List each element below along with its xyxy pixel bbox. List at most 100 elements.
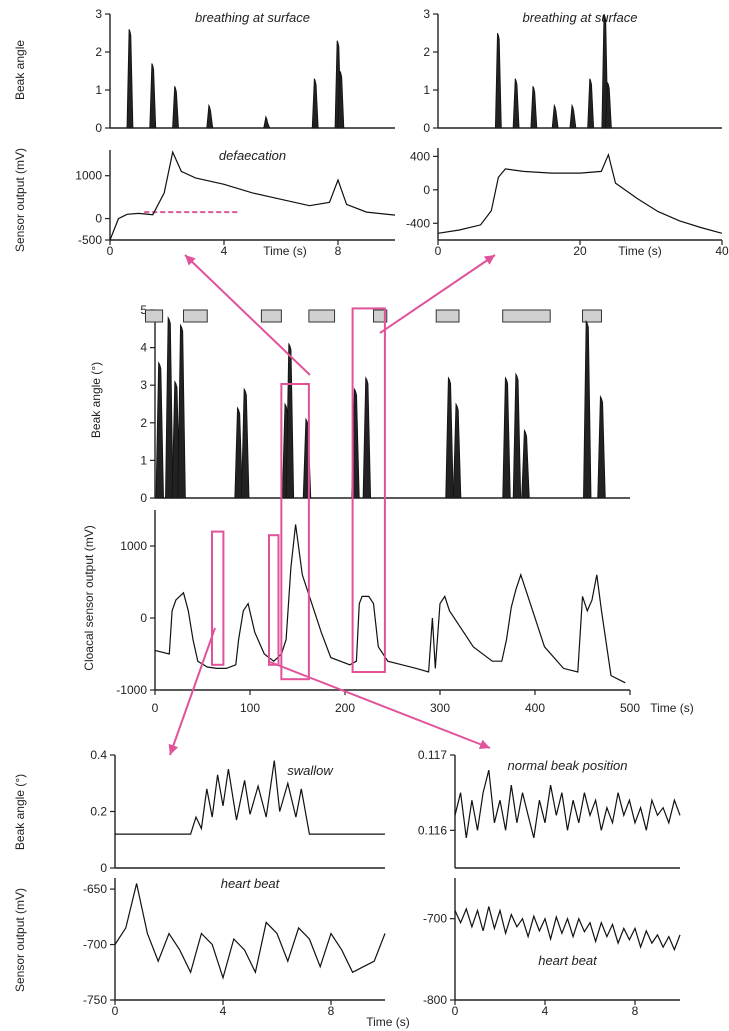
peak-mark <box>126 29 134 129</box>
y-tick-label: 2 <box>423 45 430 59</box>
peak-mark <box>155 361 164 499</box>
y-tick-label: 0 <box>140 611 147 625</box>
x-tick-label: 300 <box>430 701 450 715</box>
peak-mark <box>530 86 538 129</box>
y-tick-label: -400 <box>406 216 430 230</box>
panel-title: swallow <box>287 763 334 778</box>
y-tick-label: 1 <box>423 83 430 97</box>
peak-mark <box>172 86 179 129</box>
x-tick-label: 0 <box>112 1004 119 1018</box>
highlight-box <box>351 307 386 673</box>
chart-p1: 0 1 2 3 Beak angle breathing at surface <box>13 7 395 135</box>
activity-block <box>582 309 602 323</box>
highlight-box <box>280 383 310 681</box>
arrow-head <box>185 255 196 266</box>
activity-block <box>308 309 336 323</box>
x-axis-label: Time (s) <box>618 244 662 258</box>
panel-title: breathing at surface <box>523 10 638 25</box>
highlight-box <box>268 534 280 666</box>
peak-mark <box>452 402 462 499</box>
peak-mark <box>445 376 454 499</box>
panel-title: breathing at surface <box>195 10 310 25</box>
panels-layer: 0 1 2 3 Beak angle breathing at surface -500 0 1… <box>13 7 729 1018</box>
peak-mark <box>551 103 559 129</box>
peak-mark <box>587 78 595 129</box>
connector-arrow <box>379 254 496 334</box>
chart-p3: 0 1 2 3 breathing at surface <box>423 7 722 135</box>
y-tick-label: 0 <box>423 121 430 135</box>
x-tick-label: 8 <box>335 244 342 258</box>
activity-block <box>502 309 551 323</box>
y-axis-label: Sensor output (mV) <box>13 148 27 252</box>
y-tick-label: 0.4 <box>90 748 107 762</box>
arrow-head <box>483 255 495 265</box>
y-tick-label: 0.2 <box>90 805 107 819</box>
y-tick-label: 1 <box>95 83 102 97</box>
y-tick-label: -1000 <box>116 683 147 697</box>
chart-p6: -1000 0 1000 0 100 200 300 400 500 Cloacal sensor… <box>82 510 694 715</box>
panel-title: defaecation <box>219 148 286 163</box>
x-tick-label: 8 <box>632 1004 639 1018</box>
y-tick-label: 3 <box>95 7 102 21</box>
y-tick-label: 1000 <box>120 539 147 553</box>
y-axis-label: Beak angle <box>13 40 27 100</box>
y-axis-label: Beak angle (°) <box>13 774 27 850</box>
y-tick-label: 0 <box>100 861 107 875</box>
arrow-head <box>168 743 179 755</box>
peak-mark <box>604 82 612 129</box>
panel-title: heart beat <box>538 953 598 968</box>
x-tick-label: 500 <box>620 701 640 715</box>
x-tick-label: 0 <box>452 1004 459 1018</box>
y-tick-label: 0.116 <box>418 823 447 837</box>
y-axis-label: Cloacal sensor output (mV) <box>82 525 96 670</box>
highlight-box <box>211 530 225 666</box>
chart-p5: 0 1 2 3 4 5 Beak angle (°) <box>89 303 630 505</box>
y-tick-label: 0.117 <box>418 748 447 762</box>
x-tick-label: 4 <box>221 244 228 258</box>
arrow-head <box>478 739 490 750</box>
peak-mark <box>165 316 174 499</box>
connector-arrow <box>169 627 216 756</box>
peak-mark <box>362 376 372 499</box>
panel-title: normal beak position <box>508 758 628 773</box>
y-tick-label: -800 <box>423 993 447 1007</box>
x-tick-label: 0 <box>152 701 159 715</box>
y-tick-label: -750 <box>83 993 107 1007</box>
series-line <box>454 906 681 952</box>
chart-p10: -800 -700 0 4 8 heart beat <box>423 878 681 1018</box>
x-tick-label: 100 <box>240 701 260 715</box>
chart-p4: -400 0 400 0 20 40 Time (s) <box>406 148 729 258</box>
peak-mark <box>494 32 502 129</box>
y-tick-label: 2 <box>95 45 102 59</box>
activity-block <box>260 309 282 323</box>
y-axis-label: Sensor output (mV) <box>13 888 27 992</box>
overlay-layer <box>168 254 496 756</box>
x-tick-label: 4 <box>220 1004 227 1018</box>
y-axis-label: Beak angle (°) <box>89 362 103 438</box>
y-tick-label: 2 <box>140 416 147 430</box>
y-tick-label: 400 <box>410 149 430 163</box>
peak-mark <box>521 428 530 499</box>
peak-mark <box>149 63 157 129</box>
peak-mark <box>206 103 214 129</box>
x-tick-label: 20 <box>573 244 587 258</box>
y-tick-label: 5 <box>140 303 147 317</box>
x-tick-label: 40 <box>715 244 729 258</box>
x-tick-label: 0 <box>435 244 442 258</box>
peak-mark <box>263 115 271 129</box>
y-tick-label: 1 <box>140 453 147 467</box>
y-tick-label: -700 <box>423 912 447 926</box>
chart-p9: 0.116 0.117 normal beak position <box>418 748 681 869</box>
x-tick-label: 0 <box>107 244 114 258</box>
y-tick-label: 0 <box>95 121 102 135</box>
x-tick-label: 200 <box>335 701 355 715</box>
peak-mark <box>569 103 577 129</box>
x-tick-label: 8 <box>328 1004 335 1018</box>
peak-mark <box>337 70 345 129</box>
peak-mark <box>583 319 592 499</box>
x-axis-label: Time (s) <box>650 701 694 715</box>
y-tick-label: 3 <box>140 378 147 392</box>
panel-title: heart beat <box>221 876 281 891</box>
y-tick-label: -500 <box>78 233 102 247</box>
